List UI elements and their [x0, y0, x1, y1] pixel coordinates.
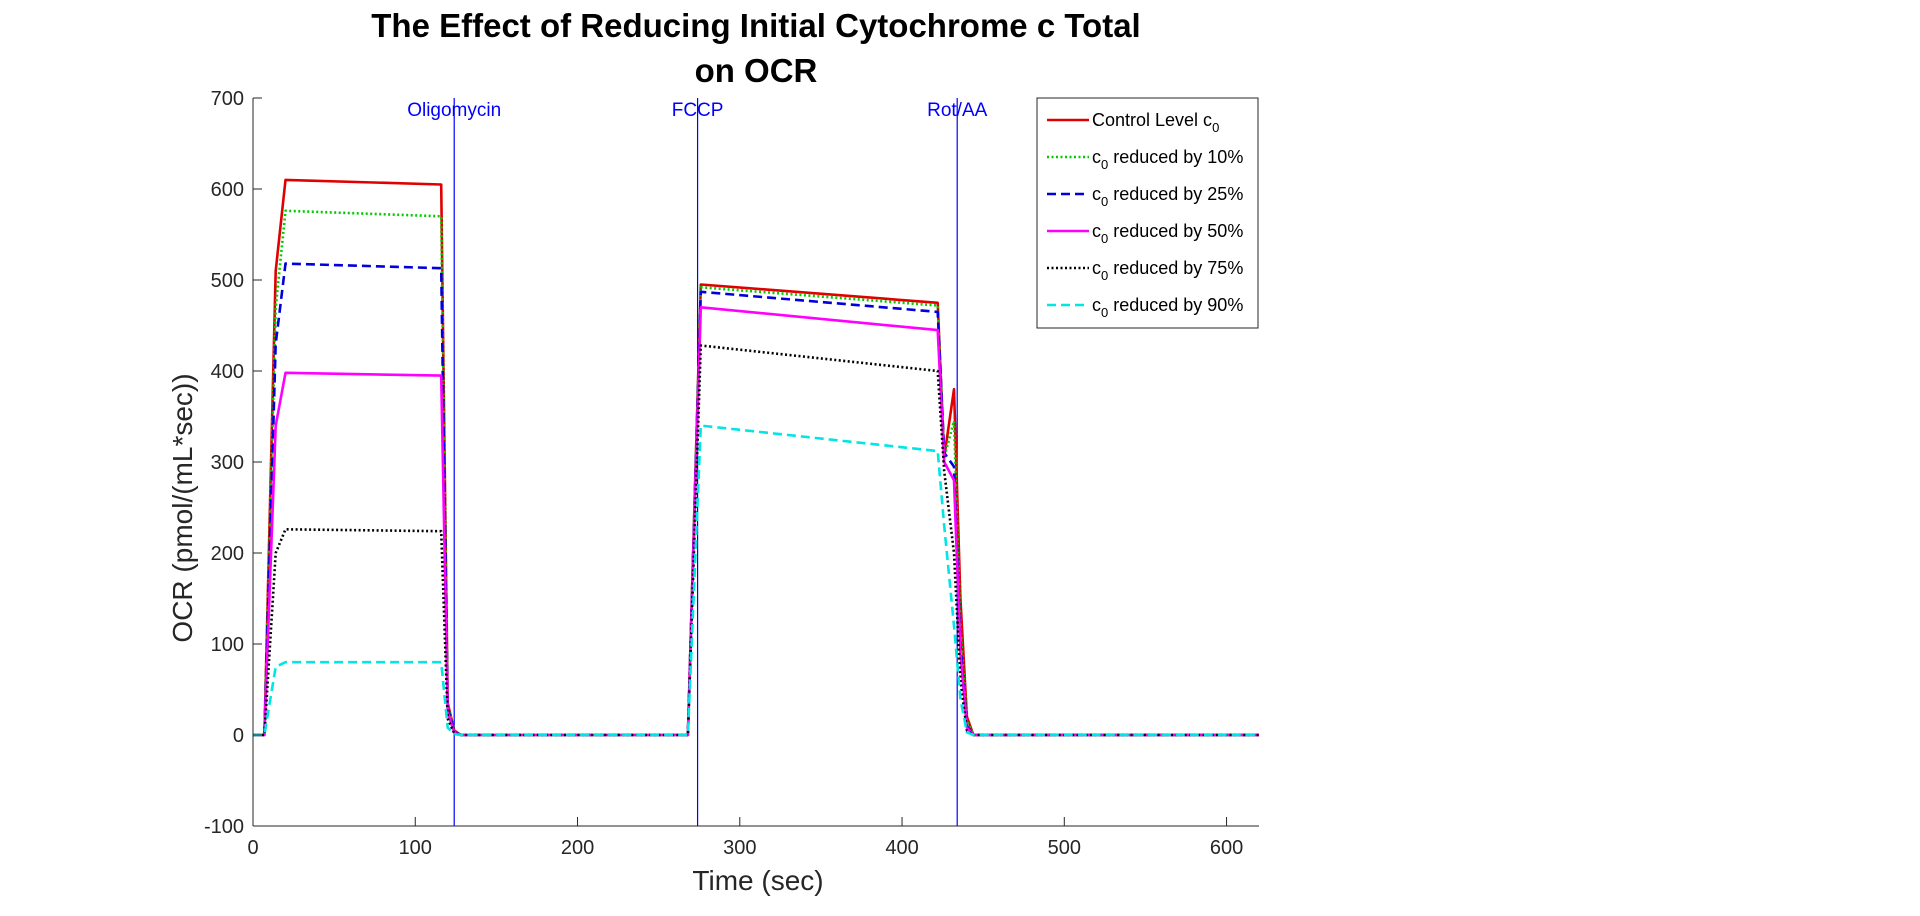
chart-title: The Effect of Reducing Initial Cytochrom… — [371, 7, 1140, 89]
x-tick-label-3: 300 — [723, 837, 756, 859]
y-tick-label-4: 300 — [211, 452, 244, 474]
legend-entry-3: c0 reduced by 50% — [1092, 221, 1243, 246]
x-tick-label-5: 500 — [1048, 837, 1081, 859]
x-tick-label-0: 0 — [247, 837, 258, 859]
y-tick-label-5: 400 — [211, 361, 244, 383]
legend-entry-2: c0 reduced by 25% — [1092, 184, 1243, 209]
series-lines — [253, 178, 1259, 737]
y-tick-label-8: 700 — [211, 88, 244, 110]
y-tick-label-1: 0 — [233, 725, 244, 747]
y-tick-label-0: -100 — [204, 816, 244, 838]
y-axis-label: OCR (pmol/(mL*sec)) — [167, 373, 198, 642]
y-tick-label-7: 600 — [211, 179, 244, 201]
series-line-5 — [253, 424, 1259, 737]
x-axis-label: Time (sec) — [692, 865, 823, 896]
x-tick-label-1: 100 — [399, 837, 432, 859]
legend-box — [1036, 97, 1259, 329]
event-label-1: FCCP — [672, 100, 724, 121]
y-tick-label-2: 100 — [211, 634, 244, 656]
x-tick-label-6: 600 — [1210, 837, 1243, 859]
x-tick-label-2: 200 — [561, 837, 594, 859]
chart-title-line-2: on OCR — [695, 52, 818, 89]
legend-entry-5: c0 reduced by 90% — [1092, 295, 1243, 320]
event-label-0: Oligomycin — [407, 100, 501, 121]
legend-entry-0: Control Level c0 — [1092, 110, 1219, 135]
legend-entry-1: c0 reduced by 10% — [1092, 147, 1243, 172]
event-label-2: Rot/AA — [927, 100, 988, 121]
legend: Control Level c0 c0 reduced by 10% c0 redu… — [1036, 97, 1259, 329]
x-tick-label-4: 400 — [885, 837, 918, 859]
y-tick-label-6: 500 — [211, 270, 244, 292]
y-tick-label-3: 200 — [211, 543, 244, 565]
chart-title-line-1: The Effect of Reducing Initial Cytochrom… — [371, 7, 1140, 44]
series-line-3 — [253, 305, 1259, 737]
legend-entry-4: c0 reduced by 75% — [1092, 258, 1243, 283]
